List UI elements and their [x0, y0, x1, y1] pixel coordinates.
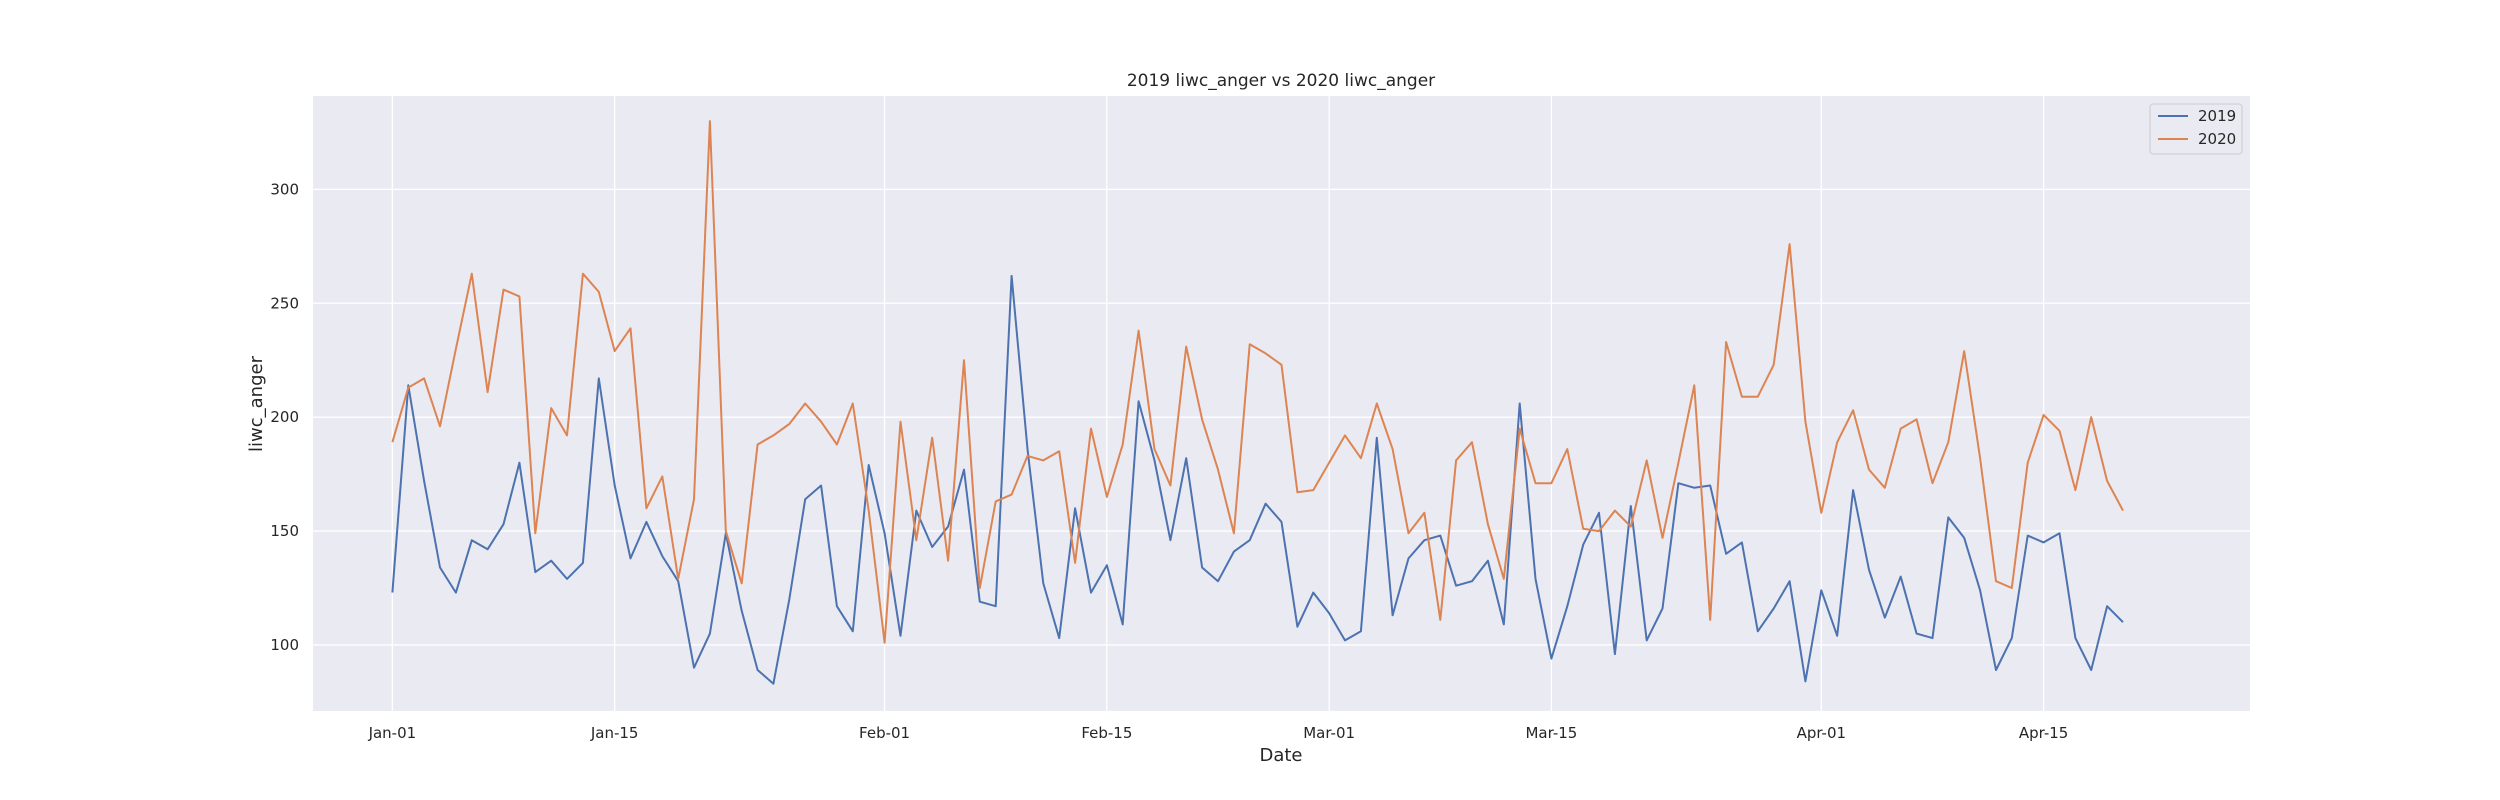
y-tick-labels: 100 150 200 250 300 — [270, 180, 299, 654]
grid-lines — [313, 96, 2250, 711]
x-tick-label: Mar-15 — [1525, 724, 1577, 742]
y-axis-label: liwc_anger — [246, 355, 267, 452]
legend-label-2020: 2020 — [2198, 130, 2236, 148]
y-tick-label: 250 — [270, 294, 299, 312]
y-tick-label: 200 — [270, 408, 299, 426]
plot-background — [313, 96, 2250, 711]
x-tick-label: Apr-15 — [2019, 724, 2069, 742]
x-tick-label: Feb-15 — [1081, 724, 1132, 742]
x-tick-label: Apr-01 — [1797, 724, 1847, 742]
x-tick-label: Mar-01 — [1303, 724, 1355, 742]
x-tick-label: Feb-01 — [859, 724, 910, 742]
x-tick-labels: Jan-01 Jan-15 Feb-01 Feb-15 Mar-01 Mar-15 Apr-… — [368, 724, 2069, 742]
x-axis-label: Date — [1259, 745, 1302, 766]
y-tick-label: 100 — [270, 636, 299, 654]
series-line-2019 — [391, 274, 2124, 685]
y-tick-label: 150 — [270, 522, 299, 540]
chart-title: 2019 liwc_anger vs 2020 liwc_anger — [1127, 71, 1435, 91]
legend: 2019 2020 — [2149, 103, 2243, 155]
series-lines — [391, 120, 2124, 685]
x-tick-label: Jan-01 — [368, 724, 417, 742]
y-tick-label: 300 — [270, 180, 299, 198]
series-line-2020 — [391, 120, 2124, 644]
x-tick-label: Jan-15 — [590, 724, 639, 742]
legend-label-2019: 2019 — [2198, 107, 2236, 125]
